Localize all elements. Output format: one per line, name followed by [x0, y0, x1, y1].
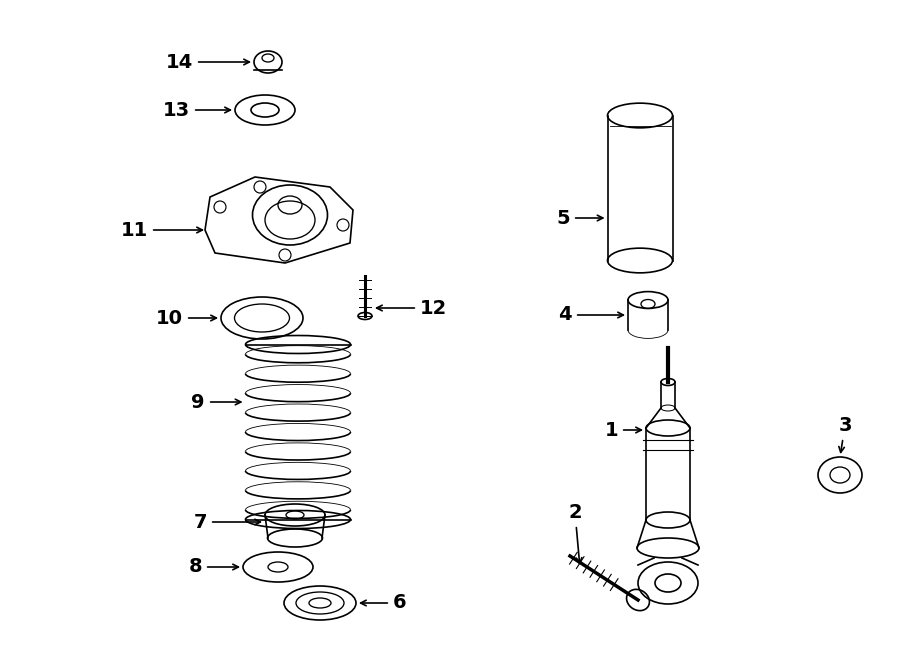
Text: 1: 1 — [605, 420, 642, 440]
Text: 6: 6 — [361, 594, 407, 613]
Text: 14: 14 — [166, 52, 249, 71]
Text: 13: 13 — [163, 100, 230, 120]
Text: 7: 7 — [194, 512, 260, 531]
Text: 4: 4 — [558, 305, 624, 325]
Text: 3: 3 — [838, 416, 851, 452]
Text: 11: 11 — [121, 221, 202, 239]
Text: 8: 8 — [188, 557, 238, 576]
Text: 12: 12 — [376, 299, 447, 317]
Text: 9: 9 — [192, 393, 241, 412]
Text: 2: 2 — [568, 503, 582, 563]
Text: 10: 10 — [156, 309, 216, 327]
Text: 5: 5 — [556, 208, 603, 227]
